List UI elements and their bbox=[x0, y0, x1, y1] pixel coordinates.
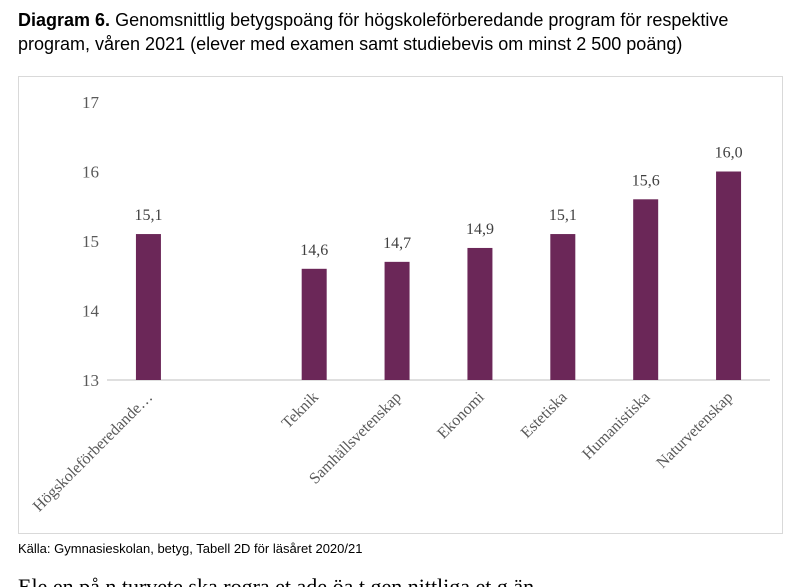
x-tick-label: Naturvetenskap bbox=[653, 389, 736, 472]
cut-off-body-text: Ele en på n turvete ska rogra et ade öa … bbox=[18, 572, 788, 587]
y-tick-label: 17 bbox=[82, 93, 100, 112]
x-tick-label: Humanistiska bbox=[579, 389, 653, 463]
cut-off-text-line: Ele en på n turvete ska rogra et ade öa … bbox=[18, 574, 535, 587]
x-tick-label: Teknik bbox=[279, 389, 322, 432]
y-tick-label: 13 bbox=[82, 371, 99, 390]
bar-value-label: 16,0 bbox=[715, 145, 743, 162]
x-tick-label: Högskoleförberedande… bbox=[30, 389, 156, 515]
bar bbox=[467, 247, 493, 380]
bar-chart: 13 14 15 16 17 15,1 Högskoleförberedande… 14,6 T… bbox=[30, 93, 770, 515]
bar-value-label: 15,6 bbox=[632, 172, 660, 189]
bar-value-label: 14,6 bbox=[300, 242, 328, 259]
y-tick-label: 14 bbox=[82, 302, 100, 321]
bar bbox=[135, 234, 161, 380]
chart-title: Diagram 6. Genomsnittlig betygspoäng för… bbox=[18, 8, 788, 56]
x-tick-label: Ekonomi bbox=[434, 388, 488, 442]
y-tick-label: 16 bbox=[82, 163, 99, 182]
bar bbox=[633, 199, 659, 380]
chart-frame: 13 14 15 16 17 15,1 Högskoleförberedande… 14,6 T… bbox=[18, 76, 783, 534]
bar-value-label: 15,1 bbox=[549, 207, 577, 224]
bar bbox=[716, 171, 742, 380]
x-tick-label: Samhällsvetenskap bbox=[306, 389, 405, 488]
bar-value-label: 14,9 bbox=[466, 221, 494, 238]
x-tick-label: Estetiska bbox=[518, 389, 571, 442]
bar bbox=[550, 234, 576, 380]
diagram-label: Diagram 6. bbox=[18, 10, 111, 30]
bar bbox=[384, 261, 410, 380]
bar-value-label: 14,7 bbox=[383, 235, 411, 252]
y-tick-label: 15 bbox=[82, 232, 99, 251]
source-note: Källa: Gymnasieskolan, betyg, Tabell 2D … bbox=[18, 541, 363, 556]
bar bbox=[301, 268, 327, 380]
bar-value-label: 15,1 bbox=[134, 207, 162, 224]
diagram-title-text: Genomsnittlig betygspoäng för högskolefö… bbox=[18, 10, 729, 54]
